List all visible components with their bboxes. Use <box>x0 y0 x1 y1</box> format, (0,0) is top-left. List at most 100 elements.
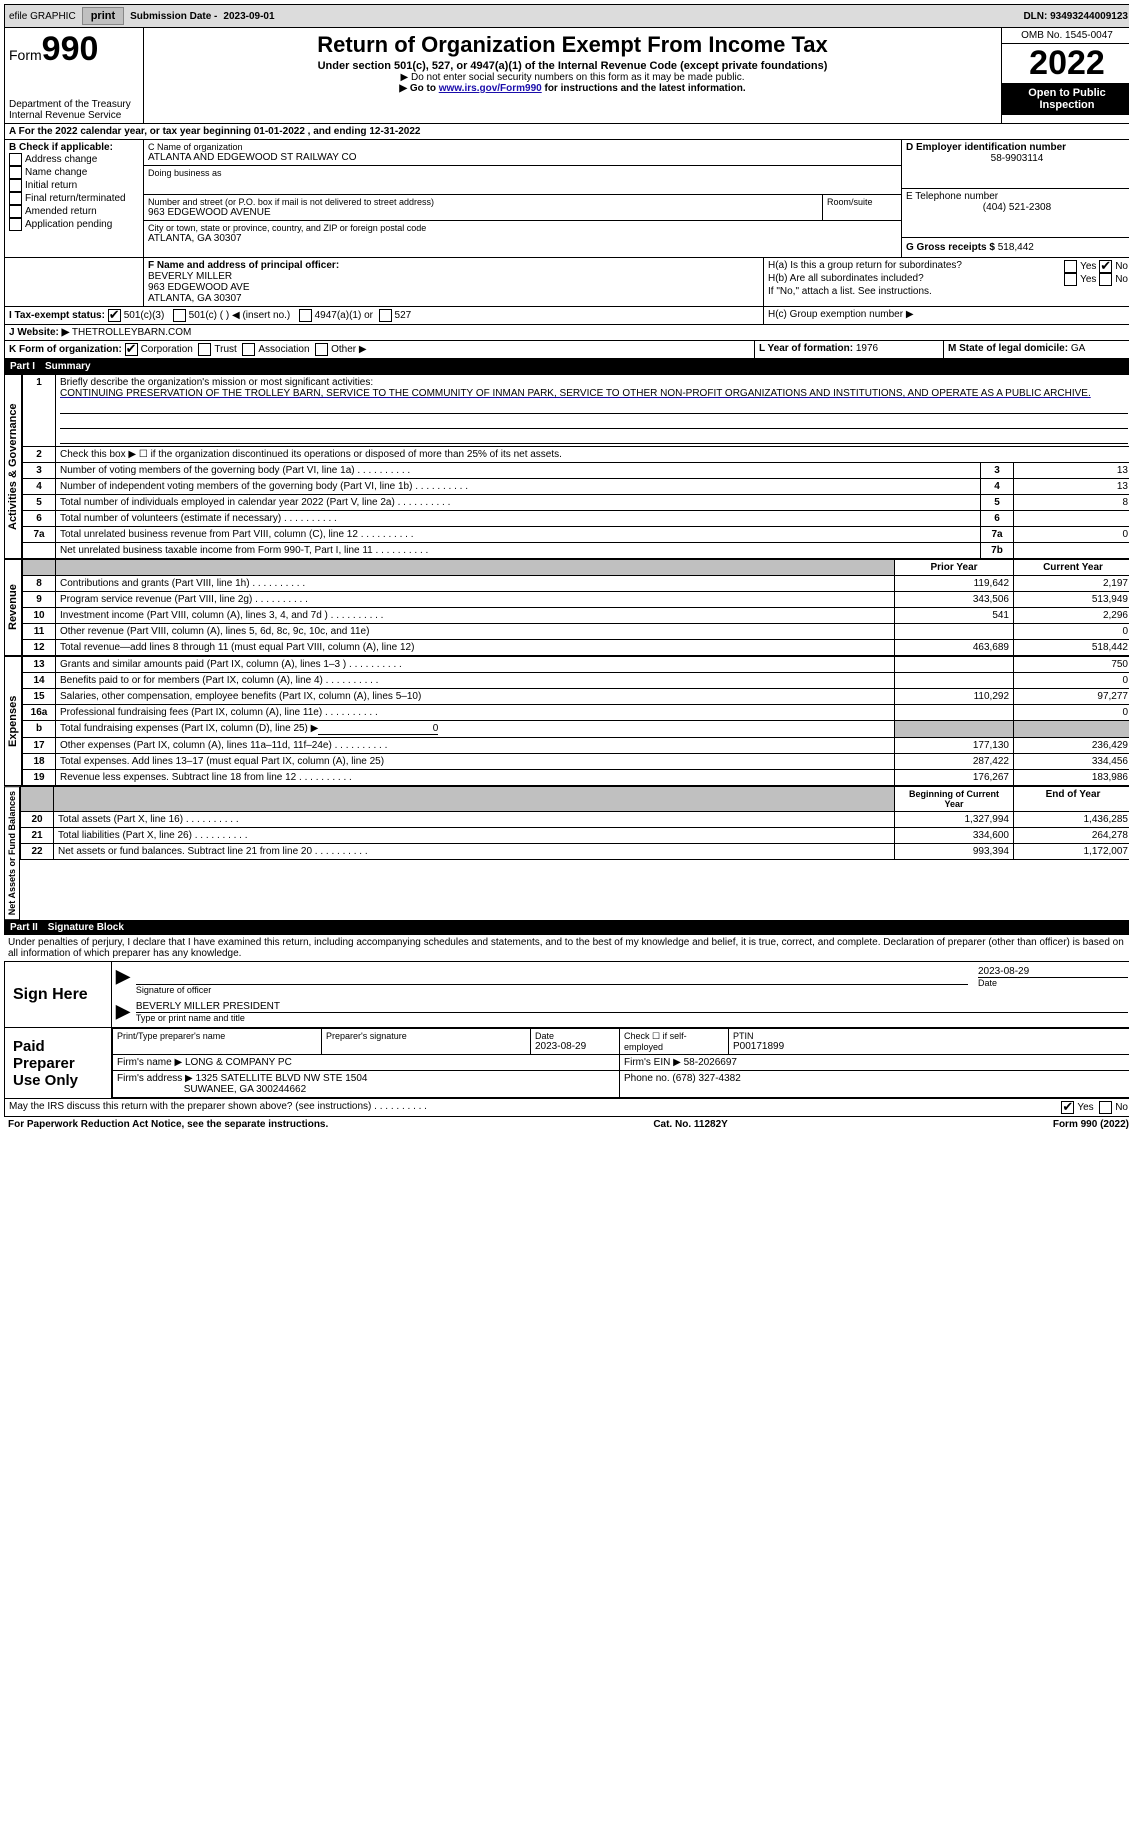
irs-link[interactable]: www.irs.gov/Form990 <box>439 83 542 94</box>
discuss-text: May the IRS discuss this return with the… <box>9 1101 1061 1114</box>
cb-trust[interactable] <box>198 343 211 356</box>
print-button[interactable]: print <box>82 7 124 25</box>
officer-addr1: 963 EDGEWOOD AVE <box>148 282 759 293</box>
city-state-zip: ATLANTA, GA 30307 <box>148 233 897 244</box>
form-subtitle: Under section 501(c), 527, or 4947(a)(1)… <box>146 60 999 72</box>
box-b-title: B Check if applicable: <box>9 142 139 153</box>
col-current: Current Year <box>1014 560 1129 576</box>
website-label: J Website: ▶ <box>9 327 69 338</box>
ssn-note: ▶ Do not enter social security numbers o… <box>146 72 999 83</box>
dba-label: Doing business as <box>148 168 897 178</box>
irs-label: Internal Revenue Service <box>9 110 139 121</box>
cb-assoc[interactable] <box>242 343 255 356</box>
hc-label: H(c) Group exemption number ▶ <box>764 307 1129 324</box>
ha-no[interactable] <box>1099 260 1112 273</box>
arrow-icon: ▶ <box>116 1001 130 1023</box>
tab-activities: Activities & Governance <box>4 374 22 559</box>
ptin: P00171899 <box>733 1041 1127 1052</box>
hb-note: If "No," attach a list. See instructions… <box>768 286 1128 297</box>
paid-preparer-label: Paid Preparer Use Only <box>5 1028 112 1098</box>
form-org-label: K Form of organization: <box>9 344 122 355</box>
tab-net-assets: Net Assets or Fund Balances <box>4 786 20 920</box>
cb-other[interactable] <box>315 343 328 356</box>
cb-501c3[interactable] <box>108 309 121 322</box>
cb-corp[interactable] <box>125 343 138 356</box>
hb-yes[interactable] <box>1064 273 1077 286</box>
cb-501c[interactable] <box>173 309 186 322</box>
date-label: Date <box>978 978 1128 988</box>
cb-address-change[interactable] <box>9 153 22 166</box>
val-7b <box>1014 543 1129 559</box>
form-word: Form <box>9 47 42 63</box>
discuss-no[interactable] <box>1099 1101 1112 1114</box>
sig-officer-label: Signature of officer <box>136 985 968 995</box>
val-5: 8 <box>1014 495 1129 511</box>
col-eoy: End of Year <box>1014 787 1129 812</box>
year-formation: 1976 <box>856 343 878 354</box>
officer-name: BEVERLY MILLER <box>148 271 759 282</box>
street-address: 963 EDGEWOOD AVENUE <box>148 207 818 218</box>
firm-name: LONG & COMPANY PC <box>185 1057 292 1068</box>
val-7a: 0 <box>1014 527 1129 543</box>
form-number: 990 <box>42 30 99 68</box>
penalties-text: Under penalties of perjury, I declare th… <box>4 935 1129 962</box>
type-name-label: Type or print name and title <box>136 1013 1128 1023</box>
officer-addr2: ATLANTA, GA 30307 <box>148 293 759 304</box>
val-3: 13 <box>1014 463 1129 479</box>
firm-phone: (678) 327-4382 <box>672 1073 740 1084</box>
mission-q: Briefly describe the organization's miss… <box>60 377 1128 388</box>
cb-4947[interactable] <box>299 309 312 322</box>
org-info-block: B Check if applicable: Address change Na… <box>4 140 1129 258</box>
firm-addr2: SUWANEE, GA 300244662 <box>184 1084 306 1095</box>
ein-value: 58-9903114 <box>906 153 1128 164</box>
gross-receipts: 518,442 <box>998 242 1034 253</box>
gross-receipts-label: G Gross receipts $ <box>906 242 995 253</box>
room-suite: Room/suite <box>823 195 901 220</box>
goto-pre: ▶ Go to <box>399 83 438 94</box>
addr-label: Number and street (or P.O. box if mail i… <box>148 197 818 207</box>
form-title: Return of Organization Exempt From Incom… <box>146 32 999 58</box>
cb-527[interactable] <box>379 309 392 322</box>
tax-exempt-label: I Tax-exempt status: <box>9 310 105 321</box>
hb-label: H(b) Are all subordinates included? <box>768 273 1064 286</box>
tax-year: 2022 <box>1002 44 1129 83</box>
cb-name-change[interactable] <box>9 166 22 179</box>
cb-initial-return[interactable] <box>9 179 22 192</box>
dln: DLN: 93493244009123 <box>1023 11 1128 22</box>
goto-post: for instructions and the latest informat… <box>542 83 746 94</box>
pra-notice: For Paperwork Reduction Act Notice, see … <box>8 1119 328 1130</box>
part1-header: Part I Summary <box>4 359 1129 374</box>
officer-name-title: BEVERLY MILLER PRESIDENT <box>136 1001 1128 1013</box>
discuss-yes[interactable] <box>1061 1101 1074 1114</box>
sign-here-label: Sign Here <box>5 962 112 1027</box>
ein-label: D Employer identification number <box>906 142 1128 153</box>
hb-no[interactable] <box>1099 273 1112 286</box>
submission-date-label: Submission Date - <box>130 11 217 22</box>
ha-label: H(a) Is this a group return for subordin… <box>768 260 1064 273</box>
tab-revenue: Revenue <box>4 559 22 656</box>
org-name: ATLANTA AND EDGEWOOD ST RAILWAY CO <box>148 152 897 163</box>
mission-text: CONTINUING PRESERVATION OF THE TROLLEY B… <box>60 388 1128 399</box>
submission-date: 2023-09-01 <box>223 11 274 22</box>
website-value: THETROLLEYBARN.COM <box>72 327 191 338</box>
tab-expenses: Expenses <box>4 656 22 786</box>
open-to-public: Open to Public Inspection <box>1002 83 1129 115</box>
top-bar: efile GRAPHIC print Submission Date - 20… <box>4 4 1129 28</box>
efile-label: efile GRAPHIC <box>9 11 76 22</box>
city-label: City or town, state or province, country… <box>148 223 897 233</box>
val-4: 13 <box>1014 479 1129 495</box>
col-boy: Beginning of Current Year <box>895 787 1014 812</box>
val-6 <box>1014 511 1129 527</box>
officer-label: F Name and address of principal officer: <box>148 260 759 271</box>
arrow-icon: ▶ <box>116 966 130 995</box>
cb-amended[interactable] <box>9 205 22 218</box>
org-name-label: C Name of organization <box>148 142 897 152</box>
firm-ein: 58-2026697 <box>684 1057 737 1068</box>
ha-yes[interactable] <box>1064 260 1077 273</box>
line2: Check this box ▶ ☐ if the organization d… <box>56 447 1129 463</box>
omb-number: OMB No. 1545-0047 <box>1002 28 1129 44</box>
cb-final-return[interactable] <box>9 192 22 205</box>
cb-app-pending[interactable] <box>9 218 22 231</box>
col-prior: Prior Year <box>895 560 1014 576</box>
part2-header: Part II Signature Block <box>4 920 1129 935</box>
